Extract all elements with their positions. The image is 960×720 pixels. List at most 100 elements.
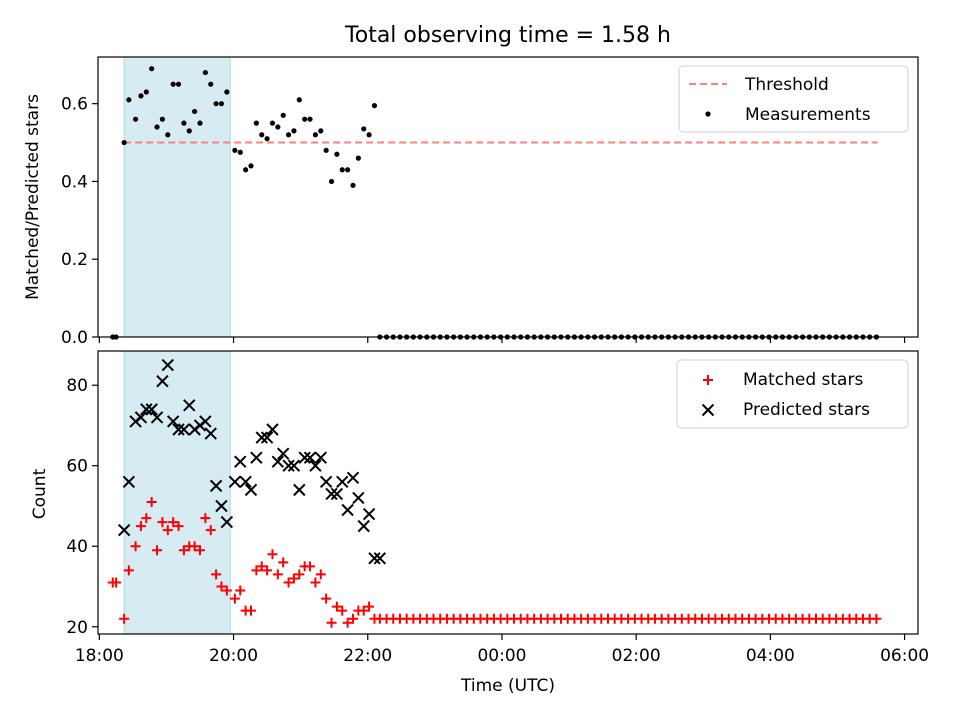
predicted-legend-glyph xyxy=(701,403,715,417)
count-shaded-span xyxy=(123,350,231,635)
count-y-tick-label: 20 xyxy=(66,618,88,638)
matched-point xyxy=(326,617,337,628)
matched-point xyxy=(310,577,321,588)
x-tick-label: 04:00 xyxy=(746,646,795,666)
predicted-point xyxy=(368,552,381,565)
matched-point xyxy=(152,545,163,556)
predicted-point xyxy=(298,451,311,464)
predicted-point xyxy=(352,491,365,505)
ratio-shaded-span xyxy=(123,56,231,338)
measurement-point xyxy=(323,147,329,153)
predicted-point xyxy=(161,358,174,372)
measurement-point xyxy=(296,97,302,103)
measurement-point xyxy=(312,132,319,138)
matched-point xyxy=(364,601,375,612)
matched-point xyxy=(272,569,283,580)
predicted-point xyxy=(204,427,217,440)
predicted-legend-label: Predicted stars xyxy=(743,400,870,420)
predicted-point xyxy=(199,415,212,428)
measurement-point xyxy=(361,126,367,132)
measurement-point xyxy=(192,108,198,115)
measurement-point xyxy=(224,89,230,95)
threshold-legend-label: Threshold xyxy=(744,75,829,95)
measurement-point xyxy=(280,112,286,118)
predicted-point xyxy=(183,399,196,412)
predicted-point xyxy=(303,451,317,464)
count-y-tick-label: 60 xyxy=(66,457,88,477)
matched-point xyxy=(119,613,130,624)
matched-point xyxy=(337,605,348,616)
matched-point xyxy=(194,545,205,556)
ratio-panel: 0.0 0.2 0.4 0.6 Matched/Predicted stars Thr… xyxy=(23,56,919,348)
predicted-point xyxy=(122,475,136,489)
matched-point xyxy=(146,496,157,507)
count-panel: 20 40 60 80 18:00 20:00 22:00 00:00 02:00 04:00 06… xyxy=(30,350,929,696)
predicted-point xyxy=(140,403,153,416)
measurement-point xyxy=(339,167,345,173)
measurement-point xyxy=(154,124,160,130)
predicted-point xyxy=(319,475,333,489)
measurement-point xyxy=(213,101,219,107)
predicted-point xyxy=(341,503,354,517)
matched-legend-glyph xyxy=(703,375,713,385)
predicted-point xyxy=(156,374,169,388)
matched-point xyxy=(200,513,211,524)
matched-point xyxy=(211,569,222,580)
measurement-point xyxy=(291,128,297,134)
matched-point xyxy=(331,601,342,612)
x-axis-label: Time (UTC) xyxy=(460,676,555,696)
measurement-point xyxy=(259,132,265,138)
ratio-y-tick-label: 0.6 xyxy=(61,95,88,115)
measurement-point xyxy=(186,128,192,134)
predicted-point xyxy=(293,483,306,497)
matched-point xyxy=(141,513,152,524)
ratio-y-tick-label: 0.2 xyxy=(61,250,88,270)
matched-point xyxy=(229,593,240,604)
x-tick-label: 00:00 xyxy=(477,646,526,666)
measurement-point xyxy=(138,93,144,99)
matched-point xyxy=(123,565,134,576)
measurement-point xyxy=(202,69,208,76)
predicted-point xyxy=(314,451,327,464)
measurement-point xyxy=(366,132,372,138)
measurement-point xyxy=(253,120,259,126)
predicted-point xyxy=(255,431,268,444)
matched-point xyxy=(315,569,326,580)
measurement-point xyxy=(126,97,132,103)
measurement-point xyxy=(175,81,182,87)
ratio-y-tick-label: 0.0 xyxy=(61,328,88,348)
count-axes-frame xyxy=(97,350,919,635)
matched-point xyxy=(262,565,273,576)
x-tick-label: 06:00 xyxy=(880,646,929,666)
measurement-point xyxy=(302,116,308,122)
measurement-point xyxy=(350,182,356,188)
matched-point xyxy=(321,593,332,604)
measurement-point xyxy=(132,116,139,122)
measurement-point xyxy=(269,120,276,126)
matched-point xyxy=(162,525,173,536)
predicted-point xyxy=(145,403,158,416)
predicted-point xyxy=(234,455,247,468)
matched-point xyxy=(111,577,122,588)
matched-point xyxy=(305,561,316,572)
matched-point xyxy=(235,585,246,596)
measurements-legend-label: Measurements xyxy=(745,105,871,125)
predicted-point xyxy=(172,423,185,436)
ratio-axes-frame xyxy=(97,56,919,338)
ratio-ylabel: Matched/Predicted stars xyxy=(23,94,43,300)
ratio-y-tick-label: 0.4 xyxy=(61,172,88,192)
matched-point xyxy=(221,585,232,596)
predicted-point xyxy=(134,411,148,424)
measurement-point xyxy=(159,116,166,122)
measurement-point xyxy=(328,178,335,185)
predicted-point xyxy=(117,523,131,537)
matched-point xyxy=(294,569,305,580)
figure-title: Total observing time = 1.58 h xyxy=(344,23,671,48)
predicted-point xyxy=(209,479,223,493)
measurement-point xyxy=(264,136,270,142)
matched-point xyxy=(342,617,353,628)
predicted-point xyxy=(276,447,290,460)
matched-point xyxy=(256,561,267,572)
matched-point xyxy=(278,557,289,568)
